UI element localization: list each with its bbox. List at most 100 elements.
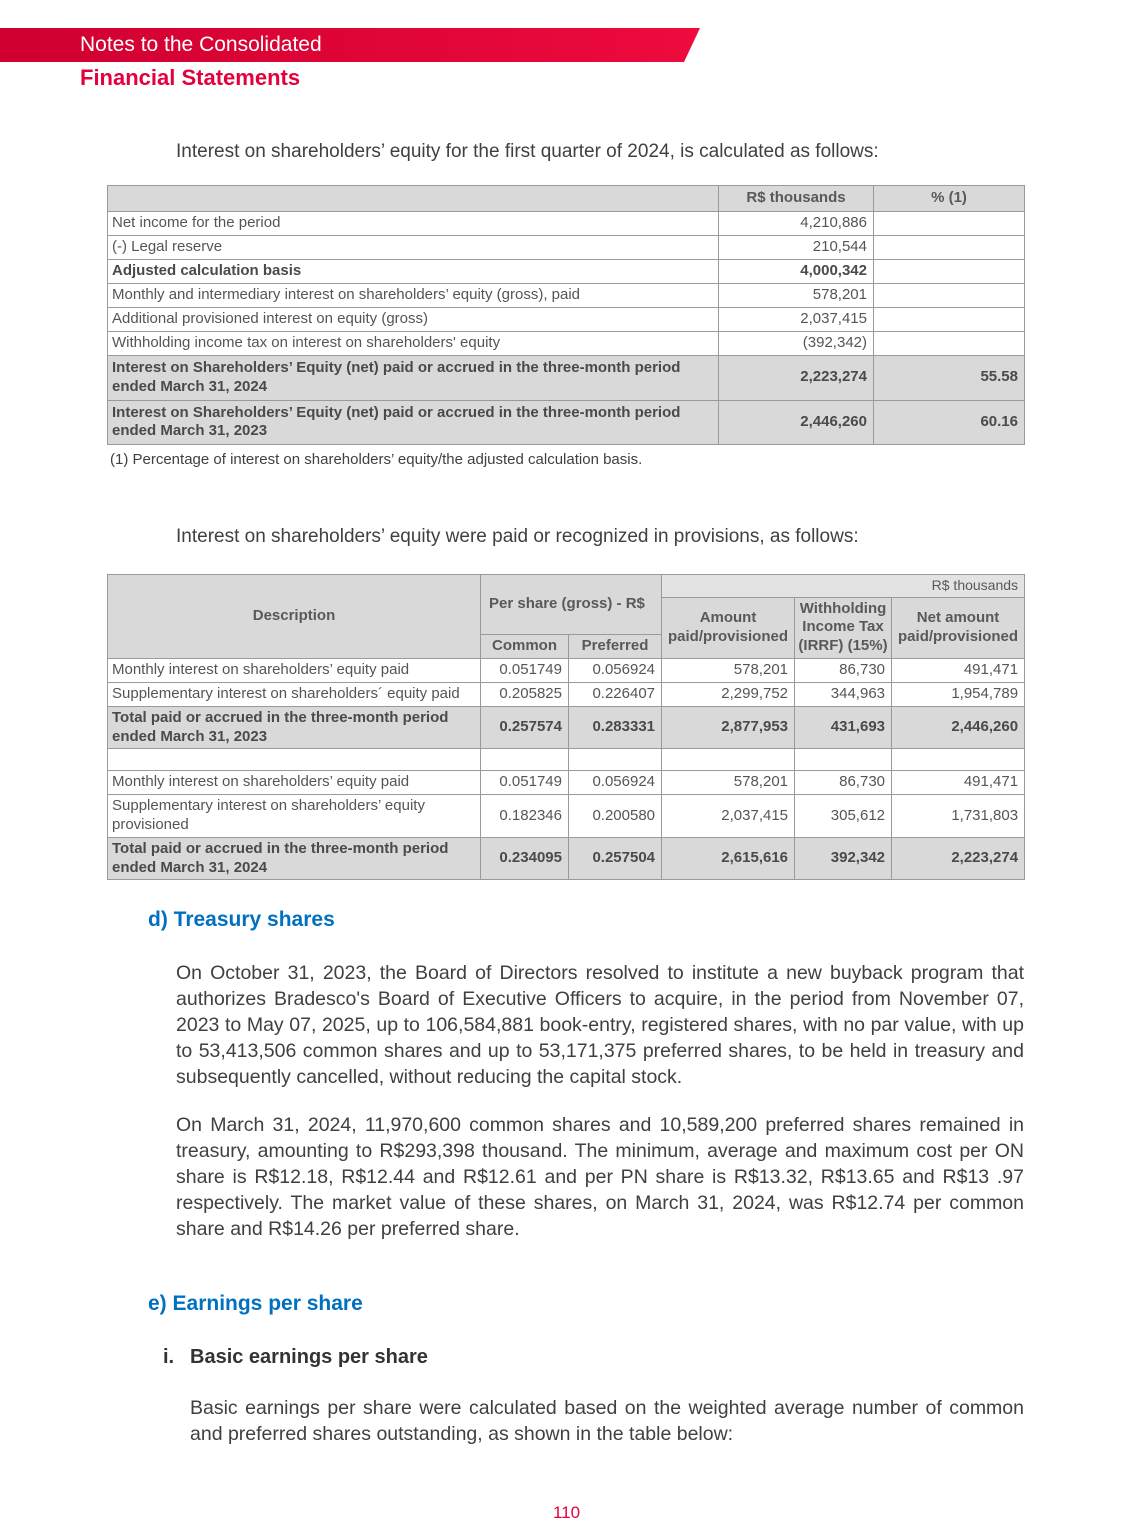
table-total-row-2023: Total paid or accrued in the three-month… [107, 705, 1026, 750]
row-withholding: 431,693 [794, 705, 893, 750]
row-preferred: 0.226407 [567, 681, 663, 707]
row-preferred: 0.257504 [567, 836, 663, 881]
row-label: (-) Legal reserve [107, 235, 719, 260]
row-label: Total paid or accrued in the three-month… [107, 836, 481, 881]
ise-calculation-table: R$ thousands % (1) Net income for the pe… [107, 185, 1025, 445]
row-label: Withholding income tax on interest on sh… [107, 331, 719, 356]
header-percent: % (1) [873, 185, 1025, 212]
row-pct: 55.58 [873, 355, 1025, 401]
row-value: (392,342) [718, 331, 874, 356]
treasury-paragraph-2: On March 31, 2024, 11,970,600 common sha… [176, 1114, 1024, 1241]
document-header: Notes to the Consolidated Financial Stat… [0, 28, 1133, 91]
row-withholding: 86,730 [794, 657, 893, 683]
row-amount: 2,037,415 [661, 794, 796, 838]
row-withholding: 305,612 [794, 794, 893, 838]
intro-text-2: Interest on shareholders’ equity were pa… [176, 526, 859, 547]
row-withholding: 392,342 [794, 836, 893, 881]
table-total-row-2023: Interest on Shareholders’ Equity (net) p… [107, 399, 1025, 445]
table-footnote: (1) Percentage of interest on shareholde… [110, 451, 643, 468]
row-common: 0.051749 [480, 657, 569, 683]
header-units-label: R$ thousands [661, 574, 1026, 598]
row-label: Monthly interest on shareholders’ equity… [107, 657, 481, 683]
header-net-amount: Net amount paid/provisioned [891, 596, 1026, 659]
table-row: Net income for the period 4,210,886 [107, 211, 1025, 236]
header-amount: Amount paid/provisioned [661, 596, 796, 659]
page-number: 110 [552, 1503, 581, 1522]
table-row: Additional provisioned interest on equit… [107, 307, 1025, 332]
row-pct [873, 307, 1025, 332]
row-net: 1,731,803 [891, 794, 1026, 838]
header-withholding: Withholding Income Tax (IRRF) (15%) [794, 596, 893, 659]
row-common: 0.205825 [480, 681, 569, 707]
row-preferred: 0.283331 [567, 705, 663, 750]
row-amount: 578,201 [661, 657, 796, 683]
row-preferred: 0.056924 [567, 657, 663, 683]
table-row: Monthly and intermediary interest on sha… [107, 283, 1025, 308]
header-description: Description [107, 574, 481, 659]
row-common: 0.234095 [480, 836, 569, 881]
row-pct: 60.16 [873, 399, 1025, 445]
row-amount: 2,615,616 [661, 836, 796, 881]
row-net: 1,954,789 [891, 681, 1026, 707]
row-preferred: 0.056924 [567, 770, 663, 796]
row-amount: 578,201 [661, 770, 796, 796]
header-common: Common [480, 634, 569, 659]
row-label: Net income for the period [107, 211, 719, 236]
row-pct [873, 235, 1025, 260]
row-label: Interest on Shareholders’ Equity (net) p… [107, 399, 719, 445]
row-value: 4,210,886 [718, 211, 874, 236]
row-amount: 2,877,953 [661, 705, 796, 750]
section-heading-treasury-shares: d) Treasury shares [148, 908, 335, 932]
row-pct [873, 283, 1025, 308]
row-preferred: 0.200580 [567, 794, 663, 838]
table-row-adjusted-basis: Adjusted calculation basis 4,000,342 [107, 259, 1025, 284]
banner-subtitle: Financial Statements [80, 65, 301, 90]
table-row: (-) Legal reserve 210,544 [107, 235, 1025, 260]
row-value: 2,223,274 [718, 355, 874, 401]
basic-eps-paragraph: Basic earnings per share were calculated… [190, 1397, 1024, 1446]
row-withholding: 86,730 [794, 770, 893, 796]
row-common: 0.182346 [480, 794, 569, 838]
row-common: 0.051749 [480, 770, 569, 796]
table-units-row: Description Per share (gross) - R$ R$ th… [107, 574, 1026, 659]
row-common: 0.257574 [480, 705, 569, 750]
table-total-row-2024: Interest on Shareholders’ Equity (net) p… [107, 355, 1025, 401]
row-net: 2,223,274 [891, 836, 1026, 881]
row-label: Monthly interest on shareholders’ equity… [107, 770, 481, 796]
row-label: Adjusted calculation basis [107, 259, 719, 284]
table-header-row: Amount paid/provisioned Withholding Inco… [108, 596, 1026, 659]
row-withholding: 344,963 [794, 681, 893, 707]
row-pct [873, 331, 1025, 356]
row-net: 491,471 [891, 770, 1026, 796]
row-label: Total paid or accrued in the three-month… [107, 705, 481, 750]
subsection-basic-eps: i. Basic earnings per share [163, 1346, 1133, 1369]
row-label: Additional provisioned interest on equit… [107, 307, 719, 332]
row-value: 4,000,342 [718, 259, 874, 284]
row-label: Monthly and intermediary interest on sha… [107, 283, 719, 308]
row-label: Supplementary interest on shareholders’ … [107, 794, 481, 838]
row-label: Interest on Shareholders’ Equity (net) p… [107, 355, 719, 401]
table-row: Supplementary interest on shareholders’ … [107, 794, 1026, 838]
section-heading-earnings-per-share: e) Earnings per share [148, 1292, 363, 1316]
header-rs-thousands: R$ thousands [718, 185, 874, 212]
table-total-row-2024: Total paid or accrued in the three-month… [107, 836, 1026, 881]
row-value: 2,446,260 [718, 399, 874, 445]
intro-text-1: Interest on shareholders’ equity for the… [176, 141, 879, 162]
row-label: Supplementary interest on shareholders´ … [107, 681, 481, 707]
table-row: Supplementary interest on shareholders´ … [107, 681, 1026, 707]
red-banner: Notes to the Consolidated [0, 28, 700, 62]
row-value: 210,544 [718, 235, 874, 260]
row-pct [873, 259, 1025, 284]
row-value: 2,037,415 [718, 307, 874, 332]
table-header-row: R$ thousands % (1) [107, 185, 1025, 212]
row-amount: 2,299,752 [661, 681, 796, 707]
treasury-paragraph-1: On October 31, 2023, the Board of Direct… [176, 962, 1024, 1089]
table-row: Monthly interest on shareholders’ equity… [107, 770, 1026, 796]
ise-per-share-table: Description Per share (gross) - R$ R$ th… [107, 574, 1026, 881]
header-per-share-group: Per share (gross) - R$ [479, 574, 663, 635]
header-empty-cell [107, 185, 719, 212]
table-spacer-row [107, 748, 1026, 772]
header-preferred: Preferred [567, 634, 663, 659]
row-pct [873, 211, 1025, 236]
